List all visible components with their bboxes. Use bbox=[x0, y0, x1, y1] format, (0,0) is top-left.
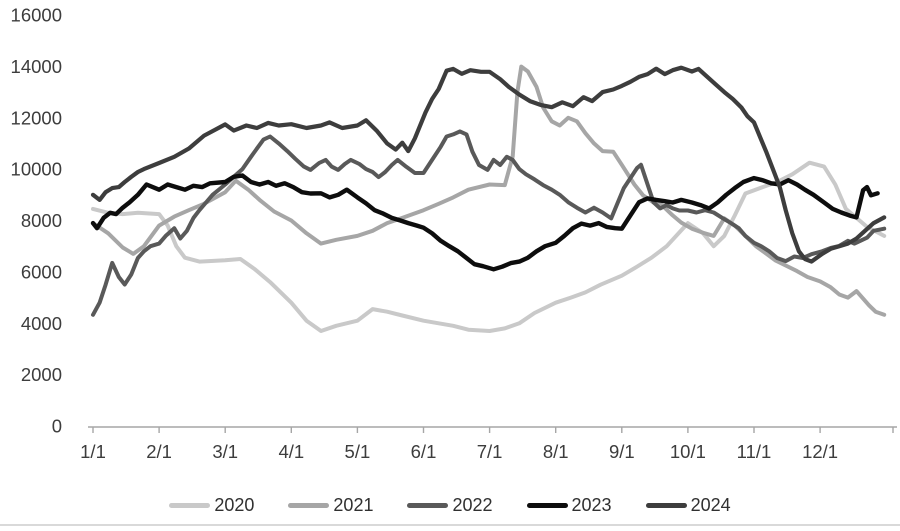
x-axis-tick-label: 6/1 bbox=[411, 441, 437, 462]
legend-swatch-2021 bbox=[288, 502, 330, 508]
legend-item-2022: 2022 bbox=[407, 495, 493, 515]
legend-item-2020: 2020 bbox=[169, 496, 254, 514]
x-axis-tick-label: 4/1 bbox=[278, 441, 304, 462]
x-axis-tick-label: 5/1 bbox=[345, 441, 371, 462]
x-axis-tick-label: 2/1 bbox=[146, 441, 172, 462]
legend-swatch-2023 bbox=[526, 502, 568, 508]
y-axis-tick-label: 0 bbox=[52, 416, 62, 437]
series-line-2023 bbox=[90, 173, 880, 272]
legend-label: 2022 bbox=[452, 495, 493, 515]
x-axis-tick-label: 10/1 bbox=[670, 441, 706, 462]
y-axis-tick-label: 2000 bbox=[21, 364, 62, 385]
legend-swatch-2022 bbox=[407, 502, 449, 508]
series-line-2021 bbox=[91, 64, 887, 317]
y-axis-tick-label: 4000 bbox=[21, 313, 62, 334]
legend-label: 2021 bbox=[333, 495, 374, 515]
legend-label: 2024 bbox=[690, 495, 731, 515]
y-axis-tick-label: 8000 bbox=[21, 210, 62, 231]
y-axis-tick-label: 6000 bbox=[21, 261, 62, 282]
legend-swatch-2020 bbox=[169, 502, 211, 508]
bottom-edge-divider bbox=[0, 524, 900, 526]
series-line-2020 bbox=[91, 160, 887, 333]
legend-label: 2023 bbox=[571, 495, 612, 515]
series-line-2022 bbox=[91, 129, 887, 317]
legend: 2020 2021 2022 2023 2024 bbox=[0, 492, 900, 518]
y-axis-tick-label: 14000 bbox=[11, 56, 62, 77]
legend-label: 2020 bbox=[214, 495, 255, 515]
x-axis-tick-label: 8/1 bbox=[543, 441, 569, 462]
y-axis-tick-label: 12000 bbox=[11, 107, 62, 128]
x-axis-tick-label: 12/1 bbox=[802, 441, 838, 462]
legend-swatch-2024 bbox=[645, 502, 687, 508]
x-axis-tick-label: 9/1 bbox=[609, 441, 635, 462]
series-line-2024 bbox=[90, 65, 887, 264]
x-axis-tick-label: 1/1 bbox=[80, 441, 106, 462]
legend-item-2023: 2023 bbox=[526, 495, 612, 515]
legend-item-2024: 2024 bbox=[645, 495, 731, 515]
y-axis-tick-label: 16000 bbox=[11, 5, 62, 26]
y-axis-tick-label: 10000 bbox=[11, 159, 62, 180]
x-axis-tick-label: 11/1 bbox=[737, 441, 772, 462]
x-axis-tick-label: 3/1 bbox=[212, 441, 238, 462]
legend-item-2021: 2021 bbox=[288, 496, 373, 514]
x-axis-tick-label: 7/1 bbox=[477, 441, 503, 462]
